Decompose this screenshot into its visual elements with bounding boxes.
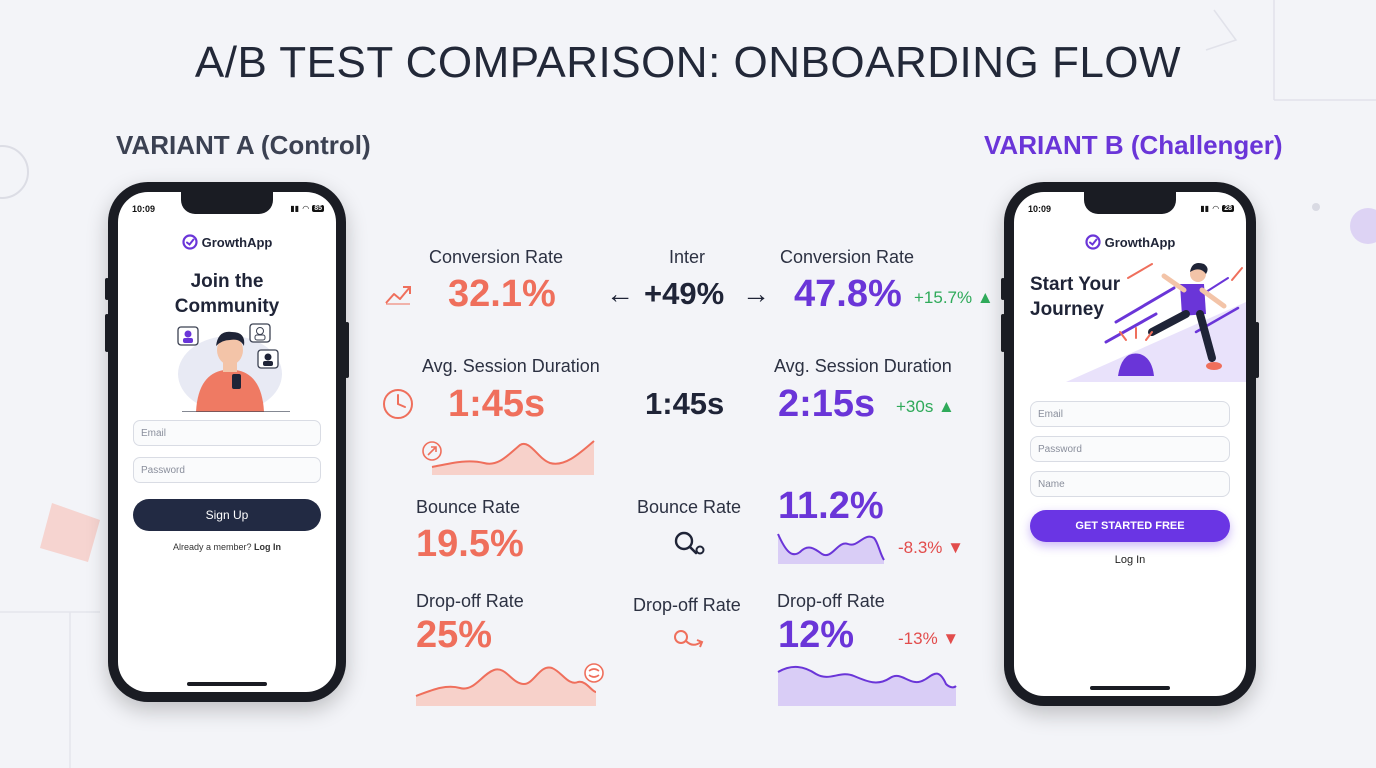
wifi-icon: ◠ [302,204,310,213]
status-icons: ▮▮ ◠ 85 [290,204,324,213]
challenger-headline: Start Your Journey [1030,272,1120,322]
conversion-delta-b: +15.7% ▲ [914,288,994,307]
phone-side-button [1001,278,1005,300]
get-started-button[interactable]: GET STARTED FREE [1030,510,1230,542]
phone-screen: 10:09 ▮▮ ◠ 85 GrowthApp Join the Communi… [118,192,336,692]
bounce-value-a: 19.5% [416,523,524,565]
session-center-value: 1:45s [645,386,725,421]
status-icons: ▮▮ ◠ 28 [1200,204,1234,213]
bounce-delta-b: -8.3% ▼ [898,538,964,557]
conversion-lift-value: +49% [644,276,725,311]
bounce-center-label: Bounce Rate [637,497,742,517]
conversion-right-arrow: → [742,278,770,309]
variant-b-heading: VARIANT B (Challenger) [984,130,1283,160]
session-value-a: 1:45s [448,383,546,425]
wifi-icon: ◠ [1212,204,1220,213]
signup-headline: Join the Community [118,269,336,319]
brand-logo: GrowthApp [118,234,336,250]
bounce-label-a: Bounce Rate [416,497,521,517]
conversion-left-arrow: ← [606,278,634,309]
login-prompt: Already a member? Log In [118,542,336,552]
password-field[interactable]: Password [133,457,321,483]
phone-variant-a: 10:09 ▮▮ ◠ 85 GrowthApp Join the Communi… [105,182,349,702]
conversion-value-a: 32.1% [448,273,556,315]
dropoff-label-a: Drop-off Rate [416,591,524,611]
brand-name: GrowthApp [1104,234,1176,250]
dropoff-icon [674,630,704,648]
status-time: 10:09 [132,204,156,214]
dropoff-sparkline-a [415,666,597,706]
headline-line-1: Start Your [1030,274,1121,295]
session-delta-b: +30s ▲ [896,397,955,416]
community-illustration [177,323,290,412]
brand-logo: GrowthApp [1014,234,1246,250]
bounce-magnifier-icon [674,531,705,555]
password-field[interactable]: Password [1030,436,1230,462]
phone-variant-b: 10:09 ▮▮ ◠ 28 GrowthApp [1001,182,1259,706]
home-indicator [1090,686,1170,690]
phone-side-button [345,322,349,378]
conversion-label-a: Conversion Rate [429,247,564,267]
phone-side-button [105,278,109,300]
signal-icon: ▮▮ [290,204,300,213]
name-field[interactable]: Name [1030,471,1230,497]
clock-icon [383,389,413,419]
swap-badge-icon [584,663,604,683]
trend-up-icon [385,286,411,305]
phone-side-button [1001,314,1005,352]
dropoff-value-a: 25% [416,614,493,656]
conversion-label-b: Conversion Rate [780,247,915,267]
session-sparkline-a [431,440,595,475]
dropoff-label-b: Drop-off Rate [777,591,885,611]
status-time: 10:09 [1028,204,1052,214]
headline-line-1: Join the [190,271,264,292]
battery-icon: 28 [1222,205,1234,212]
dropoff-delta-b: -13% ▼ [898,629,960,648]
phone-side-button [105,314,109,352]
bounce-value-b: 11.2% [778,485,884,527]
arrow-badge-icon [422,441,442,461]
phone-notch [181,192,273,214]
headline-line-2: Journey [1030,299,1104,320]
brand-name: GrowthApp [201,234,273,250]
phone-side-button [1255,322,1259,378]
dropoff-center-label: Drop-off Rate [633,595,741,615]
battery-icon: 85 [312,205,324,212]
dropoff-sparkline-b [777,666,957,706]
home-indicator [187,682,267,686]
session-value-b: 2:15s [778,383,876,425]
login-link[interactable]: Log In [1114,554,1146,566]
runner-illustration [1066,263,1246,382]
session-label-b: Avg. Session Duration [774,356,952,376]
conversion-value-b: 47.8% [794,273,902,315]
login-link[interactable]: Log In [254,542,282,552]
email-field[interactable]: Email [1030,401,1230,427]
email-field[interactable]: Email [133,420,321,446]
session-label-a: Avg. Session Duration [422,356,600,376]
phone-notch [1084,192,1176,214]
page-title: A/B TEST COMPARISON: ONBOARDING FLOW [194,38,1182,87]
variant-a-heading: VARIANT A (Control) [116,130,371,160]
signup-button[interactable]: Sign Up [133,499,321,531]
dropoff-value-b: 12% [778,614,855,656]
bounce-sparkline-b [777,533,885,564]
login-prompt-text: Already a member? [172,542,252,552]
growthapp-logo-icon [182,234,198,250]
growthapp-logo-icon [1085,234,1101,250]
phone-screen: 10:09 ▮▮ ◠ 28 GrowthApp [1014,192,1246,696]
signal-icon: ▮▮ [1200,204,1210,213]
conversion-center-label: Inter [669,247,706,267]
headline-line-2: Community [174,296,280,317]
